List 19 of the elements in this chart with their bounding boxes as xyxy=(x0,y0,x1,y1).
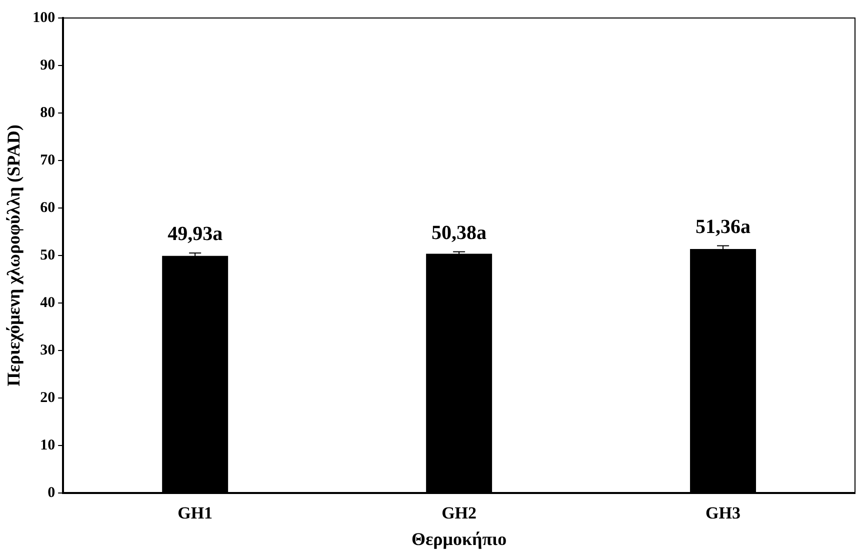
x-tick-label: GH1 xyxy=(178,504,213,523)
x-axis-title: Θερμοκήπιο xyxy=(411,528,507,549)
y-tick-label: 80 xyxy=(40,104,56,121)
y-tick-label: 10 xyxy=(40,437,56,454)
x-tick-label: GH2 xyxy=(442,504,477,523)
y-tick-label: 30 xyxy=(40,342,56,358)
y-tick-label: 90 xyxy=(40,57,56,74)
y-tick-label: 70 xyxy=(40,152,56,168)
y-tick-label: 40 xyxy=(40,294,56,311)
data-label: 51,36a xyxy=(696,216,751,238)
y-tick-label: 50 xyxy=(40,247,56,264)
x-tick-label: GH3 xyxy=(706,504,740,523)
y-tick-label: 0 xyxy=(48,484,56,501)
data-label: 49,93a xyxy=(168,223,223,246)
y-axis-title: Περιεχόμενη χλωροφύλλη (SPAD) xyxy=(3,124,24,386)
y-tick-label: 100 xyxy=(32,10,56,26)
y-tick-label: 60 xyxy=(40,200,56,216)
data-label: 50,38a xyxy=(432,222,487,244)
y-tick-label: 20 xyxy=(40,390,56,406)
